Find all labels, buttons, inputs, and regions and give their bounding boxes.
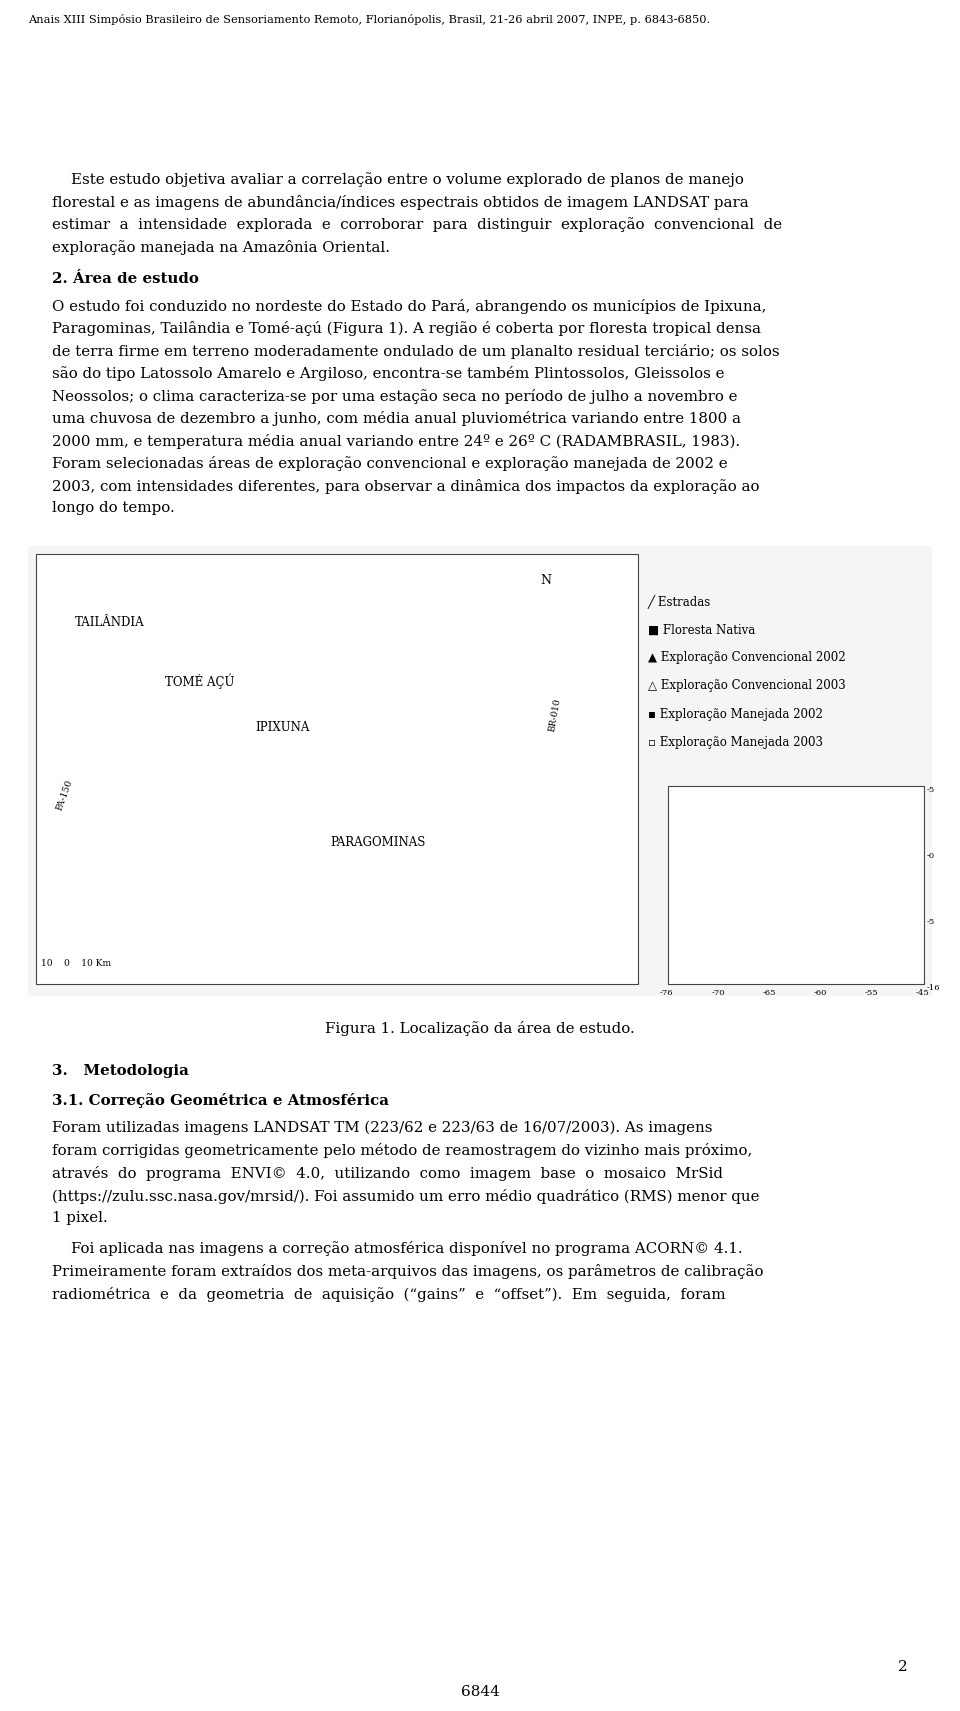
Text: 1 pixel.: 1 pixel. <box>52 1211 108 1225</box>
Text: de terra firme em terreno moderadamente ondulado de um planalto residual terciár: de terra firme em terreno moderadamente … <box>52 344 780 359</box>
Text: -45: -45 <box>916 989 929 996</box>
Text: △ Exploração Convencional 2003: △ Exploração Convencional 2003 <box>648 679 846 693</box>
Text: 3.   Metodologia: 3. Metodologia <box>52 1064 189 1078</box>
Text: ▫ Exploração Manejada 2003: ▫ Exploração Manejada 2003 <box>648 736 823 748</box>
Text: N: N <box>540 573 551 587</box>
Text: -16: -16 <box>927 984 941 991</box>
Text: -5: -5 <box>927 917 935 926</box>
Text: -76: -76 <box>660 989 674 996</box>
Text: foram corrigidas geometricamente pelo método de reamostragem do vizinho mais pró: foram corrigidas geometricamente pelo mé… <box>52 1143 753 1158</box>
Text: -55: -55 <box>865 989 878 996</box>
Text: Este estudo objetiva avaliar a correlação entre o volume explorado de planos de : Este estudo objetiva avaliar a correlaçã… <box>52 173 744 186</box>
Text: ▪ Exploração Manejada 2002: ▪ Exploração Manejada 2002 <box>648 708 823 720</box>
Text: Primeiramente foram extraídos dos meta-arquivos das imagens, os parâmetros de ca: Primeiramente foram extraídos dos meta-a… <box>52 1264 763 1280</box>
Text: PARAGOMINAS: PARAGOMINAS <box>330 835 425 849</box>
Bar <box>668 785 924 984</box>
Text: longo do tempo.: longo do tempo. <box>52 501 175 515</box>
Bar <box>28 546 932 996</box>
Text: 2000 mm, e temperatura média anual variando entre 24º e 26º C (RADAMBRASIL, 1983: 2000 mm, e temperatura média anual varia… <box>52 433 740 448</box>
Text: exploração manejada na Amazônia Oriental.: exploração manejada na Amazônia Oriental… <box>52 240 390 255</box>
Text: TAILÂNDIA: TAILÂNDIA <box>75 616 145 628</box>
Text: ■ Floresta Nativa: ■ Floresta Nativa <box>648 623 756 636</box>
Text: ▲ Exploração Convencional 2002: ▲ Exploração Convencional 2002 <box>648 652 846 664</box>
Text: 2. Área de estudo: 2. Área de estudo <box>52 272 199 286</box>
Text: uma chuvosa de dezembro a junho, com média anual pluviométrica variando entre 18: uma chuvosa de dezembro a junho, com méd… <box>52 411 741 426</box>
Text: 2003, com intensidades diferentes, para observar a dinâmica dos impactos da expl: 2003, com intensidades diferentes, para … <box>52 479 759 493</box>
Text: radiométrica  e  da  geometria  de  aquisição  (“gains”  e  “offset”).  Em  segu: radiométrica e da geometria de aquisição… <box>52 1287 726 1302</box>
Text: através  do  programa  ENVI©  4.0,  utilizando  como  imagem  base  o  mosaico  : através do programa ENVI© 4.0, utilizand… <box>52 1165 723 1181</box>
Text: Anais XIII Simpósio Brasileiro de Sensoriamento Remoto, Florianópolis, Brasil, 2: Anais XIII Simpósio Brasileiro de Sensor… <box>28 14 710 26</box>
Text: -5: -5 <box>927 785 935 794</box>
Text: Figura 1. Localização da área de estudo.: Figura 1. Localização da área de estudo. <box>325 1021 635 1037</box>
Text: -60: -60 <box>814 989 827 996</box>
Text: Paragominas, Tailândia e Tomé-açú (Figura 1). A região é coberta por floresta tr: Paragominas, Tailândia e Tomé-açú (Figur… <box>52 322 761 335</box>
Bar <box>36 553 638 984</box>
Text: 3.1. Correção Geométrica e Atmosférica: 3.1. Correção Geométrica e Atmosférica <box>52 1093 389 1107</box>
Text: IPIXUNA: IPIXUNA <box>255 720 309 734</box>
Text: Foram selecionadas áreas de exploração convencional e exploração manejada de 200: Foram selecionadas áreas de exploração c… <box>52 457 728 471</box>
Text: 6844: 6844 <box>461 1685 499 1699</box>
Text: TOMÉ AÇÚ: TOMÉ AÇÚ <box>165 674 234 690</box>
Text: Foi aplicada nas imagens a correção atmosférica disponível no programa ACORN© 4.: Foi aplicada nas imagens a correção atmo… <box>52 1242 743 1256</box>
Text: O estudo foi conduzido no nordeste do Estado do Pará, abrangendo os municípios d: O estudo foi conduzido no nordeste do Es… <box>52 298 766 313</box>
Text: são do tipo Latossolo Amarelo e Argiloso, encontra-se também Plintossolos, Gleis: são do tipo Latossolo Amarelo e Argiloso… <box>52 366 725 382</box>
Text: Neossolos; o clima caracteriza-se por uma estação seca no período de julho a nov: Neossolos; o clima caracteriza-se por um… <box>52 388 737 404</box>
Text: -70: -70 <box>711 989 725 996</box>
Text: estimar  a  intensidade  explorada  e  corroborar  para  distinguir  exploração : estimar a intensidade explorada e corrob… <box>52 217 782 233</box>
Text: PA-150: PA-150 <box>56 779 75 813</box>
Text: Foram utilizadas imagens LANDSAT TM (223/62 e 223/63 de 16/07/2003). As imagens: Foram utilizadas imagens LANDSAT TM (223… <box>52 1121 712 1136</box>
Text: -65: -65 <box>762 989 776 996</box>
Text: 2: 2 <box>899 1660 908 1673</box>
Text: (https://zulu.ssc.nasa.gov/mrsid/). Foi assumido um erro médio quadrático (RMS) : (https://zulu.ssc.nasa.gov/mrsid/). Foi … <box>52 1189 759 1203</box>
Text: florestal e as imagens de abundância/índices espectrais obtidos de imagem LANDSA: florestal e as imagens de abundância/índ… <box>52 195 749 209</box>
Text: 10    0    10 Km: 10 0 10 Km <box>41 958 111 967</box>
Text: BR-010: BR-010 <box>547 698 563 732</box>
Text: ╱ Estradas: ╱ Estradas <box>648 595 711 609</box>
Text: -0: -0 <box>927 852 935 859</box>
